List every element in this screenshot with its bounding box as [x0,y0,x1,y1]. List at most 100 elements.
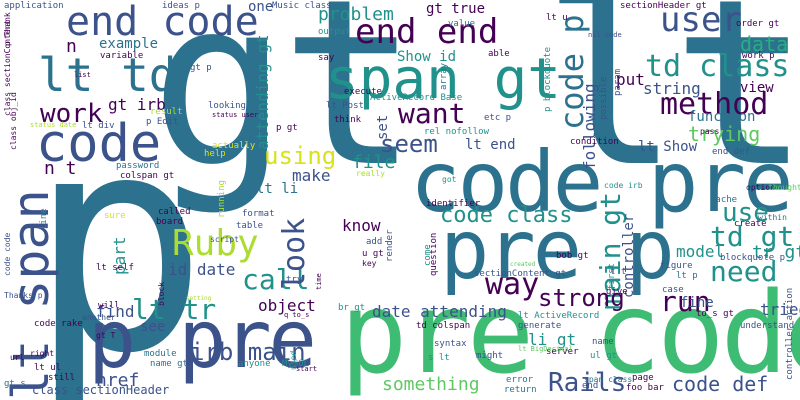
word: using [264,142,337,170]
word: td colspan [416,321,471,331]
word: execute [344,87,382,97]
word: lt BigDecimal [518,345,573,353]
word: p pre [88,293,317,386]
word: syntax [434,339,467,349]
word: sure [104,211,126,221]
word: sectionContent gt [474,269,567,279]
word: run [660,285,711,318]
word: controller [621,213,637,298]
word: to_s gt [696,309,734,319]
word: condition [570,137,619,147]
word: make [292,166,331,185]
word: call [242,263,310,296]
word: status user [212,111,259,119]
word: server [546,347,579,357]
word: seem [380,130,438,158]
word: param [613,68,623,96]
word: create [734,219,767,229]
word: lt Post [326,101,364,111]
word: add [366,237,383,247]
word: something [382,374,480,395]
word: p Thank [3,12,12,46]
word: method [660,87,769,122]
word: strong [538,284,625,312]
word: key [362,259,377,268]
word: block [157,281,166,306]
word: date attending [372,302,507,321]
word: render [385,229,395,262]
word: board [156,217,184,227]
word: looking [208,101,246,111]
word: need [710,255,778,288]
word: still [48,373,76,383]
word: page [632,373,654,383]
word: url [10,353,25,362]
word: sectionHeader gt [620,1,707,11]
word: code def [672,372,769,396]
word: trying [688,122,761,146]
word: class sectionHeader [32,383,170,397]
word: foo bar [626,383,664,393]
word: set [375,114,391,140]
word: pass [700,127,720,136]
word: lt ActiveRecord [518,311,600,321]
word: data [740,32,789,56]
word: list [74,71,91,79]
word: Show id [397,49,457,65]
word: br gt [338,303,366,313]
word: rel nofollow [424,127,490,137]
word: lt td [38,48,177,102]
word: p Edit [146,117,179,127]
word: lt tr [132,293,217,326]
word: controller action [785,287,795,380]
word: function [688,109,756,125]
word: code rake [34,319,83,329]
word: lt u [546,13,568,23]
word: anyone [238,359,271,369]
word: within [758,213,787,222]
word: object [258,296,316,315]
word: way [485,267,540,302]
word: u gt [362,249,384,259]
word: want [398,97,466,130]
word: right [30,349,55,358]
word: password [116,161,160,171]
word: really [356,169,385,178]
word: colspan gt [120,171,175,181]
word: will [98,301,120,311]
word: see [140,319,166,335]
word: result [150,107,183,117]
word: code class [440,203,573,228]
word: string [643,79,701,98]
word: Ruby [172,223,259,264]
word: case [662,285,684,295]
word: bob gt [556,251,589,261]
word: gt true [426,1,486,17]
word: first [607,262,617,290]
word: generate [518,321,562,331]
word: p [28,70,209,400]
word: view [740,80,774,96]
word: ideas p [162,1,200,11]
word: got [442,175,457,184]
word: gt s [4,379,26,389]
word: format [242,209,275,219]
word: t t [610,267,627,277]
word: table [236,221,264,231]
word: figure [660,261,693,271]
word: pre code [340,269,800,399]
word: end def [712,147,750,157]
word: variable [100,51,144,61]
word: gt irb [108,95,166,114]
word: end end [355,12,499,52]
word: lt div [82,121,115,131]
word: value [448,19,476,29]
word: work [40,99,103,129]
word: lt Show [638,139,698,155]
word: li gt [528,330,577,349]
word: name [592,337,614,347]
word: called [158,207,191,217]
word: cache [710,195,738,205]
word: example [99,36,159,52]
word: file [352,152,396,173]
